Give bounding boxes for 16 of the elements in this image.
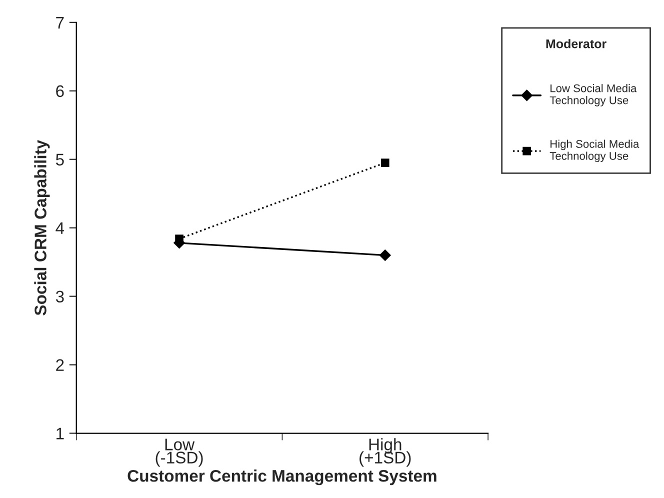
point (380, 250, 391, 261)
x-tick-label: High (+1SD) (360, 438, 411, 467)
y-tick-label: 2 (56, 359, 64, 371)
y-tick-label: 5 (56, 154, 64, 166)
legend-label: High Social Media Technology Use (550, 140, 640, 162)
y-tick-label: 3 (56, 290, 64, 303)
legend-title: Moderator (546, 39, 606, 48)
y-tick-label: 4 (56, 222, 64, 234)
y-axis-title: Social CRM Capability (34, 140, 50, 316)
y-tick-label: 1 (56, 428, 64, 440)
x-axis-title: Customer Centric Management System (128, 470, 436, 486)
point (380, 158, 390, 167)
legend-label: Low Social Media Technology Use (550, 84, 637, 106)
x-tick-label: Low (-1SD) (156, 438, 203, 467)
y-tick-label: 6 (56, 85, 64, 98)
y-tick-label: 7 (56, 16, 64, 28)
